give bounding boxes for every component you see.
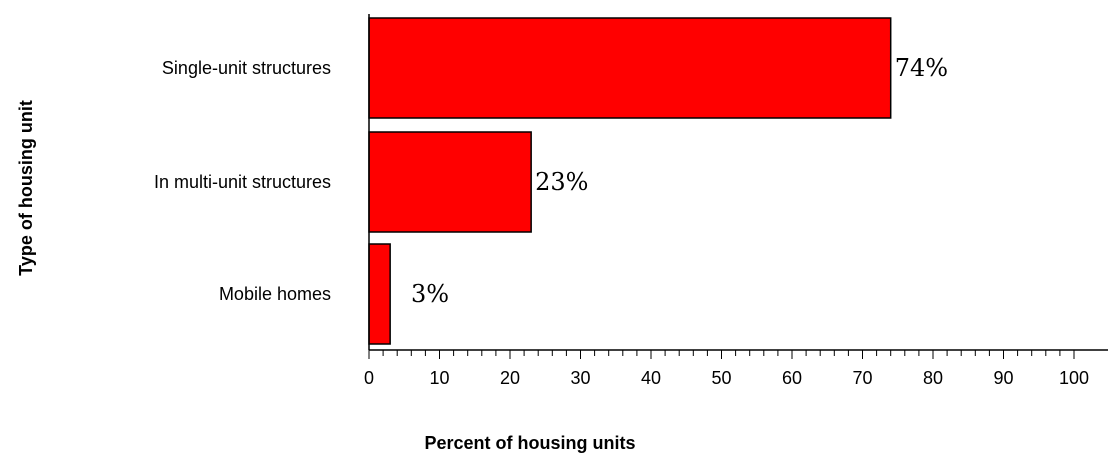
bar-2 — [368, 243, 391, 345]
x-tick-label-7: 70 — [852, 368, 872, 388]
data-label-2: 3% — [411, 280, 449, 308]
x-tick-label-1: 10 — [429, 368, 449, 388]
bar-1 — [368, 131, 532, 233]
x-tick-label-8: 80 — [923, 368, 943, 388]
x-tick-label-10: 100 — [1059, 368, 1089, 388]
bars-layer — [368, 17, 892, 345]
category-label-1: In multi-unit structures — [154, 172, 331, 192]
x-tick-label-4: 40 — [641, 368, 661, 388]
labels-layer: Single-unit structures 74% In multi-unit s… — [154, 54, 1089, 388]
category-label-0: Single-unit structures — [162, 58, 331, 78]
data-label-0: 74% — [895, 54, 948, 82]
data-label-1: 23% — [535, 168, 588, 196]
y-axis-title: Type of housing unit — [16, 100, 36, 276]
category-label-2: Mobile homes — [219, 284, 331, 304]
x-tick-label-2: 20 — [500, 368, 520, 388]
axis-layer — [368, 14, 1108, 359]
x-tick-label-9: 90 — [993, 368, 1013, 388]
x-axis-title: Percent of housing units — [424, 433, 635, 453]
x-tick-label-3: 30 — [570, 368, 590, 388]
bar-0 — [368, 17, 892, 119]
x-tick-label-6: 60 — [782, 368, 802, 388]
x-tick-label-5: 50 — [711, 368, 731, 388]
x-tick-label-0: 0 — [364, 368, 374, 388]
